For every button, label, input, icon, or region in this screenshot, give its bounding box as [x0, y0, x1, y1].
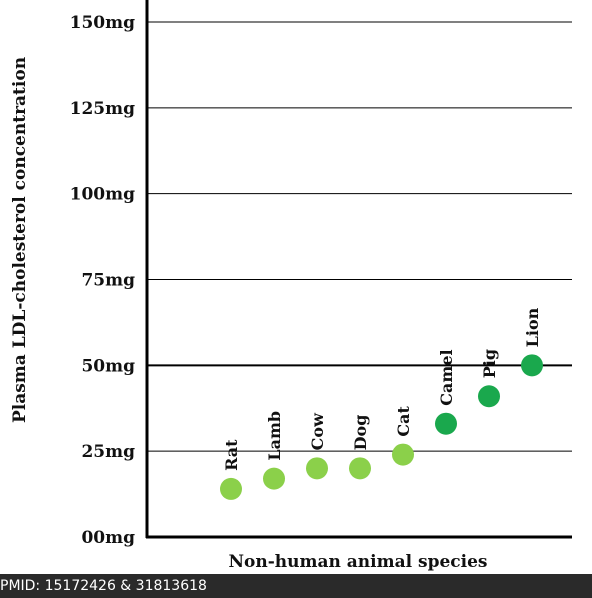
y-tick-label: 00mg — [81, 528, 135, 548]
point-label-lion: Lion — [523, 307, 542, 347]
ldl-cholesterol-chart: 00mg 25mg 50mg 75mg 100mg 125mg 150mg Rat Lamb C… — [10, 0, 572, 572]
data-point-lamb — [263, 467, 285, 490]
y-tick-label: 100mg — [70, 185, 135, 205]
data-point-cat — [392, 443, 414, 466]
x-axis-title: Non-human animal species — [229, 552, 488, 572]
data-point-camel — [435, 412, 457, 435]
y-tick-label: 150mg — [70, 13, 135, 33]
data-point-rat — [220, 477, 242, 500]
data-point-lion — [521, 354, 543, 377]
y-tick-label: 25mg — [81, 442, 135, 462]
point-labels: Rat Lamb Cow Dog Cat Camel Pig Lion — [222, 307, 542, 471]
grid-lines — [147, 21, 572, 452]
y-tick-label: 75mg — [81, 271, 135, 291]
y-tick-labels: 00mg 25mg 50mg 75mg 100mg 125mg 150mg — [70, 13, 135, 548]
y-tick-label: 50mg — [81, 356, 135, 376]
point-label-cat: Cat — [394, 405, 413, 436]
data-point-cow — [306, 457, 328, 480]
point-label-pig: Pig — [480, 349, 499, 378]
point-label-cow: Cow — [308, 412, 327, 450]
source-text: PMID: 15172426 & 31813618 — [0, 578, 207, 594]
data-point-pig — [478, 385, 500, 408]
point-label-lamb: Lamb — [265, 411, 284, 461]
point-label-dog: Dog — [351, 415, 370, 451]
data-points — [220, 354, 543, 500]
y-tick-label: 125mg — [70, 99, 135, 119]
point-label-camel: Camel — [437, 349, 456, 405]
source-footer: PMID: 15172426 & 31813618 — [0, 574, 592, 598]
point-label-rat: Rat — [222, 439, 241, 471]
y-axis-title: Plasma LDL-cholesterol concentration — [10, 57, 30, 423]
data-point-dog — [349, 457, 371, 480]
